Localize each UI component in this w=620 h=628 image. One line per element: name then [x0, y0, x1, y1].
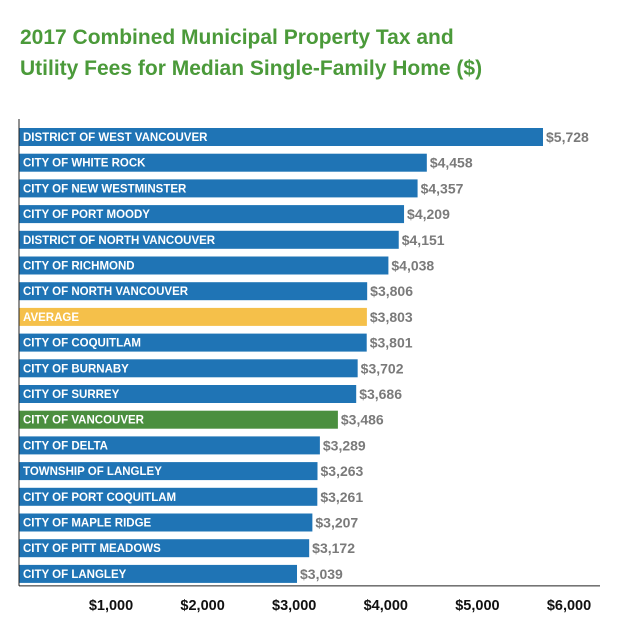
bar-label-city-of-port-moody: CITY OF PORT MOODY	[23, 209, 150, 221]
bar-label-average: AVERAGE	[23, 312, 79, 324]
value-label-city-of-north-vancouver: $3,806	[370, 283, 413, 299]
bar-city-of-white-rock	[19, 153, 427, 172]
bar-city-of-maple-ridge	[19, 513, 313, 532]
value-label-city-of-langley: $3,039	[300, 566, 343, 582]
bar-label-city-of-north-vancouver: CITY OF NORTH VANCOUVER	[23, 286, 189, 298]
bar-district-of-north-vancouver	[19, 230, 399, 249]
value-label-city-of-white-rock: $4,458	[430, 155, 473, 171]
bar-city-of-north-vancouver	[19, 282, 368, 301]
bar-label-city-of-maple-ridge: CITY OF MAPLE RIDGE	[23, 518, 152, 530]
value-label-city-of-pitt-meadows: $3,172	[312, 540, 355, 556]
bar-label-city-of-coquitlam: CITY OF COQUITLAM	[23, 338, 141, 350]
bar-label-city-of-burnaby: CITY OF BURNABY	[23, 363, 129, 375]
bar-city-of-port-coquitlam	[19, 487, 318, 506]
value-label-city-of-maple-ridge: $3,207	[315, 515, 358, 531]
value-label-city-of-new-westminster: $4,357	[421, 180, 464, 196]
bar-city-of-surrey	[19, 385, 357, 403]
x-tick-label: $1,000	[89, 598, 133, 614]
value-label-city-of-coquitlam: $3,801	[370, 335, 413, 351]
bar-city-of-delta	[19, 436, 320, 455]
bar-label-city-of-port-coquitlam: CITY OF PORT COQUITLAM	[23, 492, 176, 504]
value-label-city-of-richmond: $4,038	[391, 258, 434, 274]
bar-label-district-of-west-vancouver: DISTRICT OF WEST VANCOUVER	[23, 132, 208, 144]
bar-city-of-port-moody	[19, 205, 405, 224]
x-tick-label: $5,000	[455, 598, 499, 614]
chart-title-line-2: Utility Fees for Median Single-Family Ho…	[20, 57, 483, 80]
bar-label-city-of-langley: CITY OF LANGLEY	[23, 569, 127, 581]
bar-label-city-of-vancouver: CITY OF VANCOUVER	[23, 415, 145, 427]
bars-group: DISTRICT OF WEST VANCOUVER $5,728 CITY OF …	[19, 128, 589, 583]
value-label-city-of-delta: $3,289	[323, 437, 366, 453]
value-label-average: $3,803	[370, 309, 413, 325]
x-tick-label: $3,000	[272, 598, 316, 614]
bar-district-of-west-vancouver	[19, 128, 543, 146]
bar-city-of-richmond	[19, 256, 389, 275]
x-tick-label: $4,000	[364, 598, 408, 614]
bar-city-of-vancouver	[19, 410, 338, 429]
x-tick-label: $6,000	[547, 598, 591, 614]
bar-city-of-coquitlam	[19, 333, 367, 352]
value-label-city-of-port-moody: $4,209	[407, 206, 450, 222]
value-label-city-of-burnaby: $3,702	[361, 360, 404, 376]
value-label-city-of-port-coquitlam: $3,261	[320, 489, 363, 505]
bar-label-township-of-langley: TOWNSHIP OF LANGLEY	[23, 466, 162, 478]
x-axis: $1,000 $2,000 $3,000 $4,000 $5,000 $6,000	[18, 119, 600, 614]
bar-average	[19, 307, 367, 326]
bar-label-city-of-pitt-meadows: CITY OF PITT MEADOWS	[23, 543, 161, 555]
bar-city-of-new-westminster	[19, 179, 418, 198]
value-label-township-of-langley: $3,263	[321, 463, 364, 479]
bar-city-of-burnaby	[19, 359, 358, 378]
bar-label-city-of-white-rock: CITY OF WHITE ROCK	[23, 158, 146, 170]
chart-title-line-1: 2017 Combined Municipal Property Tax and	[20, 26, 454, 49]
bar-city-of-langley	[19, 564, 298, 583]
value-label-city-of-vancouver: $3,486	[341, 412, 384, 428]
bar-township-of-langley	[19, 462, 318, 481]
bar-label-city-of-richmond: CITY OF RICHMOND	[23, 261, 135, 273]
value-label-district-of-north-vancouver: $4,151	[402, 232, 445, 248]
value-label-district-of-west-vancouver: $5,728	[546, 129, 589, 145]
bar-label-city-of-delta: CITY OF DELTA	[23, 440, 108, 452]
value-label-city-of-surrey: $3,686	[359, 386, 402, 402]
bar-label-city-of-surrey: CITY OF SURREY	[23, 389, 120, 401]
bar-label-district-of-north-vancouver: DISTRICT OF NORTH VANCOUVER	[23, 235, 216, 247]
chart-title: 2017 Combined Municipal Property Tax and…	[20, 22, 610, 84]
bar-city-of-pitt-meadows	[19, 539, 310, 558]
x-tick-label: $2,000	[180, 598, 224, 614]
bar-label-city-of-new-westminster: CITY OF NEW WESTMINSTER	[23, 183, 187, 195]
